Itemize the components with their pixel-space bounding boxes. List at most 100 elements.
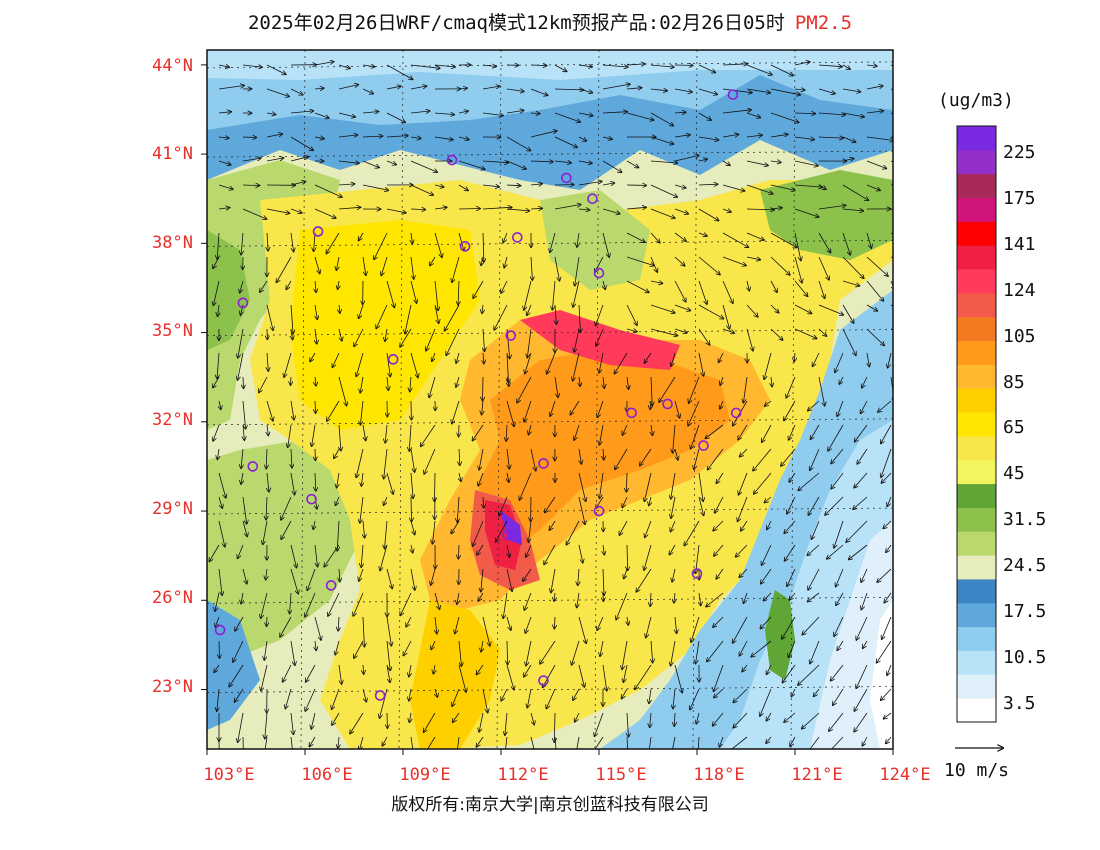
city-marker xyxy=(538,458,549,469)
wind-arrow xyxy=(525,352,532,374)
wind-arrow xyxy=(526,640,532,666)
wind-arrow xyxy=(218,304,219,316)
wind-arrow xyxy=(784,712,796,722)
wind-arrow xyxy=(483,328,485,351)
wind-arrow xyxy=(671,352,676,366)
wind-arrow xyxy=(434,113,454,115)
wind-arrow xyxy=(309,736,316,747)
wind-arrow xyxy=(650,161,677,163)
wind-arrow xyxy=(335,640,340,655)
wind-arrow xyxy=(386,352,390,377)
wind-arrow xyxy=(884,592,892,603)
wind-arrow xyxy=(674,712,675,726)
wind-arrow xyxy=(356,448,364,477)
wind-arrow xyxy=(523,568,532,581)
wind-arrow xyxy=(713,520,724,531)
lon-label: 109°E xyxy=(399,765,451,785)
wind-arrow xyxy=(599,352,604,373)
wind-arrow xyxy=(362,112,379,114)
parallel-line xyxy=(207,686,893,693)
wind-arrow xyxy=(698,159,707,161)
wind-arrow xyxy=(722,209,731,212)
wind-arrow xyxy=(305,688,316,711)
wind-arrow xyxy=(458,640,462,666)
wind-arrow xyxy=(650,400,651,409)
wind-arrow xyxy=(753,448,772,471)
wind-arrow xyxy=(410,86,427,90)
wind-arrow xyxy=(791,688,796,697)
wind-arrow xyxy=(411,544,413,553)
colorbar-label: 85 xyxy=(1003,372,1025,393)
wind-arrow xyxy=(266,496,267,520)
wind-arrow xyxy=(578,136,586,141)
wind-arrow xyxy=(626,232,645,242)
wind-arrow xyxy=(338,328,342,341)
wind-arrow xyxy=(708,448,724,470)
wind-arrow xyxy=(529,424,532,435)
wind-arrow xyxy=(290,400,294,420)
wind-arrow xyxy=(649,736,652,749)
wind-arrow xyxy=(842,184,868,200)
wind-arrow xyxy=(622,640,628,669)
wind-arrow xyxy=(866,328,884,345)
wind-arrow xyxy=(696,712,699,724)
wind-arrow xyxy=(482,688,488,713)
wind-arrow xyxy=(698,496,704,515)
wind-arrow xyxy=(482,207,512,209)
wind-arrow xyxy=(622,424,628,435)
city-marker xyxy=(587,193,598,205)
wind-arrow xyxy=(501,688,508,701)
wind-arrow xyxy=(314,544,318,567)
wind-arrow xyxy=(290,157,308,162)
wind-arrow xyxy=(650,65,674,67)
wind-arrow xyxy=(689,376,700,403)
wind-arrow xyxy=(314,112,329,118)
wind-arrow xyxy=(406,616,412,627)
wind-arrow xyxy=(530,208,542,209)
wind-arrow xyxy=(445,304,460,331)
wind-arrow xyxy=(842,136,856,142)
wind-arrow xyxy=(765,400,772,406)
wind-arrow xyxy=(782,616,796,639)
wind-arrow xyxy=(452,400,460,424)
wind-arrow xyxy=(410,184,433,195)
wind-arrow xyxy=(380,544,388,571)
wind-arrow xyxy=(578,472,586,501)
wind-arrow xyxy=(363,616,364,647)
wind-arrow xyxy=(713,616,724,627)
wind-arrow xyxy=(242,158,261,162)
wind-arrow xyxy=(386,208,406,213)
wind-arrow xyxy=(887,496,892,506)
wind-arrow xyxy=(722,64,747,65)
wind-arrow xyxy=(627,616,628,625)
wind-arrow xyxy=(434,232,442,257)
wind-arrow xyxy=(842,328,856,355)
colorbar-label: 65 xyxy=(1003,417,1025,438)
wind-arrow xyxy=(545,496,556,513)
colorbar-swatch xyxy=(957,579,996,604)
wind-arrow xyxy=(530,65,547,66)
wind-arrow xyxy=(794,352,795,362)
colorbar-label: 105 xyxy=(1003,326,1036,347)
wind-arrow xyxy=(431,640,436,649)
wind-arrow xyxy=(386,280,394,308)
wind-arrow xyxy=(882,616,892,639)
wind-arrow xyxy=(307,568,316,590)
wind-arrow xyxy=(736,544,748,557)
wind-arrow xyxy=(862,376,868,388)
wind-arrow xyxy=(713,712,724,726)
wind-arrow xyxy=(291,304,293,334)
wind-arrow xyxy=(856,664,868,688)
wind-arrow xyxy=(842,159,854,162)
wind-arrow xyxy=(424,448,436,474)
wind-arrow xyxy=(671,472,676,499)
wind-arrow xyxy=(266,448,267,469)
wind-arrow xyxy=(842,280,860,286)
wind-arrow xyxy=(476,736,484,747)
wind-arrow xyxy=(446,328,460,355)
wind-arrow xyxy=(784,520,796,533)
wind-arrow xyxy=(387,376,388,390)
wind-arrow xyxy=(673,424,676,453)
wind-arrow xyxy=(501,280,508,293)
wind-arrow xyxy=(242,400,246,429)
